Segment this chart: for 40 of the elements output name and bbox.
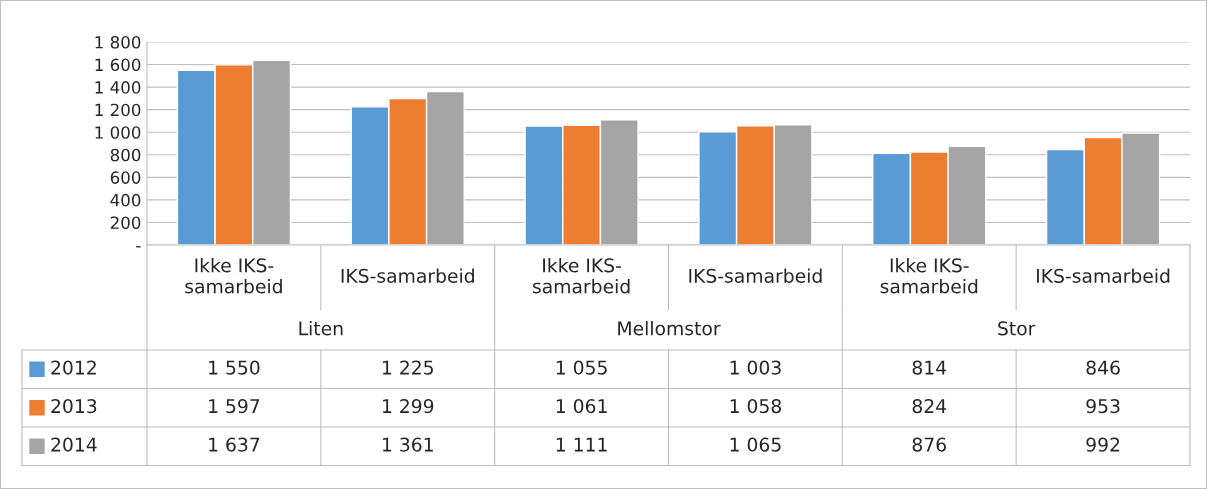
data-label: 1 225 bbox=[382, 360, 433, 375]
x-tick-label: IKS-samarbeid bbox=[689, 268, 822, 283]
y-tick-label: 1 000 bbox=[95, 126, 141, 139]
y-tick-label: 600 bbox=[110, 171, 141, 184]
data-label: 1 003 bbox=[730, 360, 781, 375]
y-tick-label: - bbox=[136, 246, 141, 248]
x-tick-label: IKS-samarbeid bbox=[1037, 268, 1170, 283]
data-label: 1 061 bbox=[556, 399, 607, 414]
data-label: 992 bbox=[1086, 437, 1120, 452]
text: Stor bbox=[998, 321, 1036, 336]
data-label: 1 597 bbox=[209, 399, 260, 414]
x-tick-label: Ikke IKS- samarbeid bbox=[880, 257, 978, 294]
x-tick-label: Ikke IKS- samarbeid bbox=[185, 257, 282, 294]
data-label: 1 111 bbox=[556, 437, 607, 452]
data-label: 824 bbox=[912, 399, 947, 414]
legend-label: 2013 bbox=[51, 399, 97, 414]
legend-label: 2012 bbox=[51, 360, 96, 375]
x-tick-label: IKS-samarbeid bbox=[341, 268, 474, 283]
data-label: 876 bbox=[912, 437, 946, 452]
y-tick-label: 200 bbox=[110, 216, 141, 230]
data-label: 814 bbox=[912, 360, 947, 375]
legend-label: 2014 bbox=[51, 437, 97, 452]
data-label: 1 055 bbox=[556, 360, 607, 375]
y-tick-label: 1 400 bbox=[95, 81, 141, 94]
text: Liten bbox=[299, 320, 343, 336]
data-label: 1 058 bbox=[730, 399, 781, 414]
y-tick-label: 1 600 bbox=[95, 58, 141, 72]
x-tick-label: Ikke IKS- samarbeid bbox=[532, 257, 630, 294]
y-tick-label: 800 bbox=[110, 148, 141, 162]
y-tick-label: 1 200 bbox=[95, 103, 141, 117]
data-label: 1 065 bbox=[730, 437, 781, 452]
data-label: 953 bbox=[1086, 399, 1120, 414]
y-tick-label: 1 800 bbox=[95, 35, 141, 49]
data-label: 1 550 bbox=[209, 360, 260, 375]
y-tick-label: 400 bbox=[110, 193, 141, 207]
text: Mellomstor bbox=[618, 320, 721, 336]
data-label: 846 bbox=[1086, 360, 1120, 375]
data-label: 1 637 bbox=[209, 437, 260, 452]
data-label: 1 361 bbox=[382, 437, 433, 452]
data-label: 1 299 bbox=[382, 399, 434, 414]
